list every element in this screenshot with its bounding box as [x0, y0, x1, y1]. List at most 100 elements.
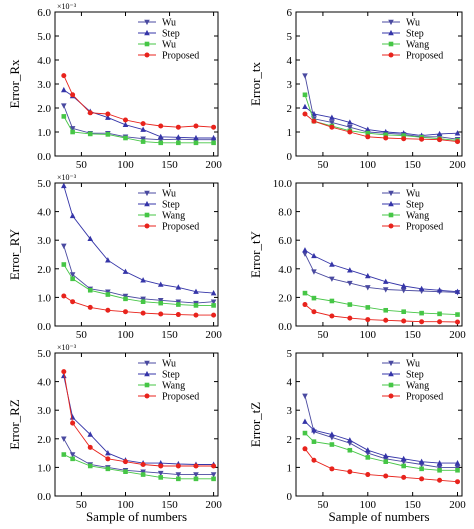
data-point-wang: [87, 287, 93, 293]
legend-label: Wu: [406, 359, 420, 370]
legend-marker-step: [388, 29, 394, 36]
data-point-proposed: [365, 317, 371, 323]
y-tick-label: 2: [287, 103, 293, 115]
data-point-wu: [61, 243, 67, 249]
series-line-step: [63, 185, 214, 294]
chart-panel-3: 50 100 150 200 0.0 1.0 2.0 3.0 4.0 5.0 ×10⁻³ Error_…: [7, 173, 222, 341]
x-tick-label: 100: [360, 159, 377, 171]
data-point-proposed: [175, 124, 181, 130]
series-line-proposed: [63, 295, 214, 316]
data-point-wang: [419, 466, 424, 472]
data-point-proposed: [302, 446, 308, 452]
data-point-step: [175, 134, 182, 140]
legend-marker-wang: [388, 382, 394, 388]
data-point-wang: [158, 140, 164, 146]
data-point-step: [364, 447, 371, 453]
legend-marker-proposed: [388, 223, 394, 229]
y-axis-label: Error_Rx: [7, 59, 22, 109]
y-tick-label: 2.0: [37, 264, 51, 276]
data-point-wang: [383, 459, 389, 464]
data-point-wu: [122, 293, 129, 300]
x-tick-label: 50: [317, 159, 329, 171]
data-point-proposed: [383, 135, 389, 141]
data-point-step: [69, 414, 76, 420]
data-point-wang: [365, 455, 371, 460]
data-point-wang: [158, 300, 164, 306]
data-point-wang: [176, 476, 181, 482]
data-point-wu: [329, 276, 335, 282]
x-axis-label: Sample of numbers: [328, 509, 429, 524]
data-point-wu: [140, 136, 146, 142]
data-point-proposed: [158, 311, 164, 317]
data-point-wang: [365, 130, 371, 136]
data-point-wu: [400, 288, 407, 294]
data-point-step: [105, 450, 111, 456]
data-point-wu: [382, 287, 389, 293]
x-tick-label: 200: [449, 329, 466, 341]
data-point-wang: [455, 467, 460, 473]
chart-panel-1: 50 100 150 200 0.0 1.0 2.0 3.0 4.0 5.0 6.0 ×10⁻³ Err…: [7, 2, 222, 171]
y-tick-label: 4.0: [278, 264, 292, 276]
legend-label: Proposed: [162, 51, 199, 62]
chart-panel-4: 50 100 150 200 0.0 2.0 4.0 6.0 8.0 10.0 Error_tY Wu…: [248, 178, 466, 341]
data-point-wang: [211, 140, 216, 146]
legend-marker-step: [388, 370, 394, 377]
data-point-proposed: [437, 477, 443, 483]
series-line-wu: [304, 253, 458, 293]
data-point-wang: [70, 129, 75, 135]
data-point-wu: [302, 251, 308, 257]
legend-marker-wu: [144, 19, 150, 26]
data-point-proposed: [401, 136, 407, 142]
legend-label: Step: [162, 370, 180, 381]
data-point-proposed: [302, 111, 308, 117]
series-line-proposed: [304, 448, 458, 483]
data-point-step: [122, 121, 129, 128]
x-tick-label: 200: [205, 499, 222, 511]
y-tick-label: 8.0: [278, 207, 292, 219]
data-point-wang: [311, 295, 317, 301]
data-point-wang: [347, 447, 353, 453]
data-point-step: [454, 288, 461, 294]
x-tick-label: 100: [117, 329, 134, 341]
x-tick-label: 200: [449, 499, 466, 511]
y-tick-label: 4.0: [37, 55, 51, 67]
data-point-step: [364, 272, 371, 279]
chart-panel-5: 50 100 150 200 0.0 1.0 2.0 3.0 4.0 5.0 ×10⁻³ Error_…: [7, 343, 222, 524]
data-point-wu: [364, 285, 371, 291]
y-tick-label: 0.0: [37, 491, 51, 503]
data-point-proposed: [383, 317, 389, 323]
data-point-wang: [329, 442, 335, 447]
data-point-wu: [61, 436, 67, 442]
data-point-proposed: [419, 476, 425, 482]
data-point-step: [436, 460, 443, 466]
data-point-proposed: [87, 304, 93, 310]
y-tick-label: 1: [287, 462, 293, 474]
data-point-step: [400, 282, 407, 289]
data-point-wang: [455, 312, 460, 317]
data-point-proposed: [122, 117, 128, 123]
data-point-wu: [175, 472, 182, 478]
data-point-wang: [61, 452, 67, 457]
data-point-proposed: [158, 463, 164, 469]
data-point-proposed: [329, 313, 335, 319]
data-point-wu: [157, 298, 164, 304]
data-point-proposed: [70, 299, 76, 305]
data-point-proposed: [455, 139, 461, 145]
legend-label: Wang: [406, 211, 429, 222]
legend-marker-wu: [388, 190, 394, 197]
series-line-wu: [304, 395, 458, 468]
series-line-wang: [63, 454, 214, 480]
data-point-step: [105, 114, 111, 120]
data-point-step: [454, 460, 461, 466]
plot-frame: [295, 352, 463, 497]
data-point-wu: [347, 280, 353, 287]
x-tick-label: 100: [117, 159, 134, 171]
data-point-proposed: [140, 462, 146, 468]
data-point-step: [311, 427, 317, 433]
data-point-proposed: [455, 319, 461, 325]
legend-marker-wang: [144, 212, 150, 218]
data-point-step: [61, 182, 67, 189]
data-point-step: [382, 278, 389, 284]
legend-label: Step: [162, 200, 180, 211]
series-line-wang: [63, 264, 214, 306]
